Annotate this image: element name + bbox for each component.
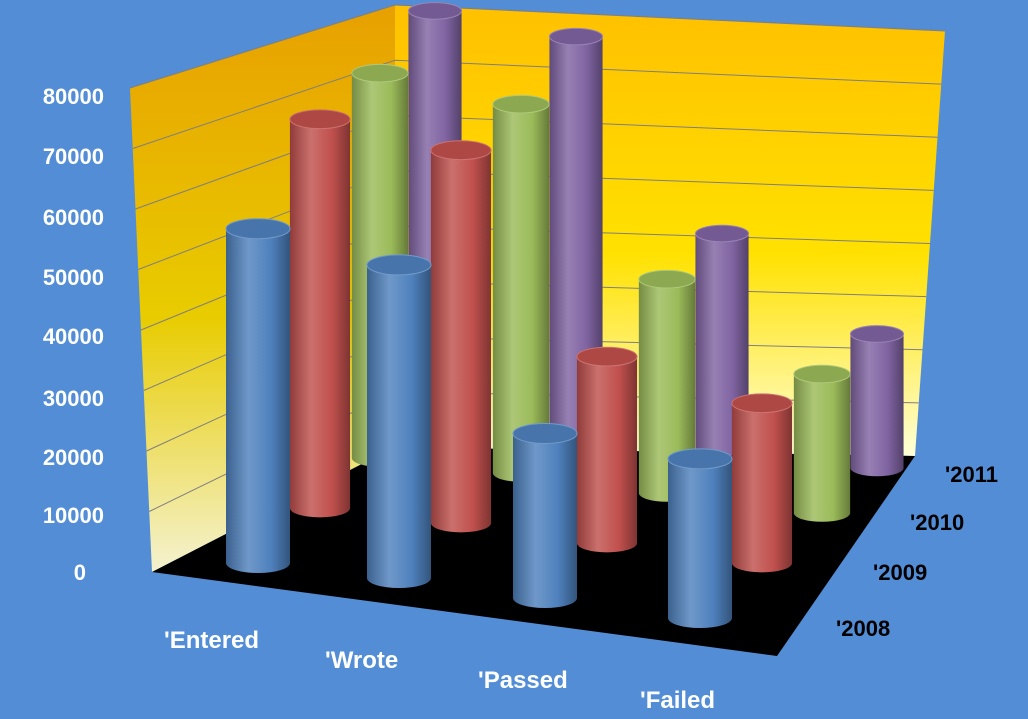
- bar-body: [226, 228, 290, 573]
- bar-body: [793, 374, 851, 522]
- bar-top: [430, 140, 492, 161]
- bar: [576, 346, 638, 553]
- x-tick-passed: 'Passed: [478, 667, 568, 694]
- x-tick-entered: 'Entered: [164, 627, 259, 654]
- z-tick-2010: '2010: [910, 510, 964, 535]
- y-tick: 50000: [43, 265, 104, 290]
- y-tick: 60000: [43, 205, 104, 230]
- bar-body: [668, 458, 732, 628]
- bar-body: [367, 264, 431, 588]
- bar-top: [512, 423, 578, 445]
- bar-top: [548, 27, 604, 46]
- bar-top: [407, 2, 463, 20]
- bar-top: [667, 448, 733, 470]
- bar-body: [430, 150, 492, 533]
- z-tick-2008: '2008: [836, 616, 890, 641]
- bar-top: [694, 224, 750, 243]
- bar-top: [638, 269, 696, 289]
- bar-body: [731, 403, 793, 573]
- bar-top: [366, 254, 432, 276]
- gridline: [129, 4, 946, 89]
- bar: [492, 94, 550, 482]
- bar-top: [576, 346, 638, 367]
- bar: [548, 27, 604, 437]
- bar: [225, 218, 291, 573]
- bars: [225, 2, 905, 628]
- bar-body: [638, 279, 696, 502]
- z-tick-2009: '2009: [873, 560, 927, 585]
- y-tick: 70000: [43, 144, 104, 169]
- z-tick-2011: '2011: [945, 462, 998, 487]
- bar-top: [225, 218, 291, 240]
- y-tick: 20000: [43, 445, 104, 470]
- bar-top: [351, 63, 409, 83]
- bar-body: [850, 333, 904, 477]
- x-tick-wrote: 'Wrote: [325, 647, 398, 674]
- bar-body: [576, 356, 638, 553]
- bar-top: [492, 94, 550, 114]
- bar: [731, 393, 793, 573]
- bar: [667, 448, 733, 628]
- bar: [366, 254, 432, 588]
- y-tick: 30000: [43, 386, 104, 411]
- x-tick-failed: 'Failed: [640, 687, 715, 714]
- bar: [430, 140, 492, 533]
- bar: [849, 325, 905, 477]
- bar-body: [289, 119, 351, 518]
- gridline: [132, 59, 942, 149]
- bar-body: [513, 433, 577, 608]
- bar-top: [731, 393, 793, 414]
- bar-top: [849, 325, 905, 343]
- y-tick: 0: [74, 560, 86, 585]
- bar-top: [289, 109, 351, 130]
- bar: [793, 364, 851, 522]
- y-tick: 10000: [43, 503, 104, 528]
- bar: [512, 423, 578, 608]
- bar-top: [793, 364, 851, 384]
- y-tick: 40000: [43, 324, 104, 349]
- bar: [638, 269, 696, 502]
- bar-body: [549, 36, 603, 437]
- bar-body: [492, 104, 550, 482]
- y-tick: 80000: [43, 84, 104, 109]
- bar: [289, 109, 351, 518]
